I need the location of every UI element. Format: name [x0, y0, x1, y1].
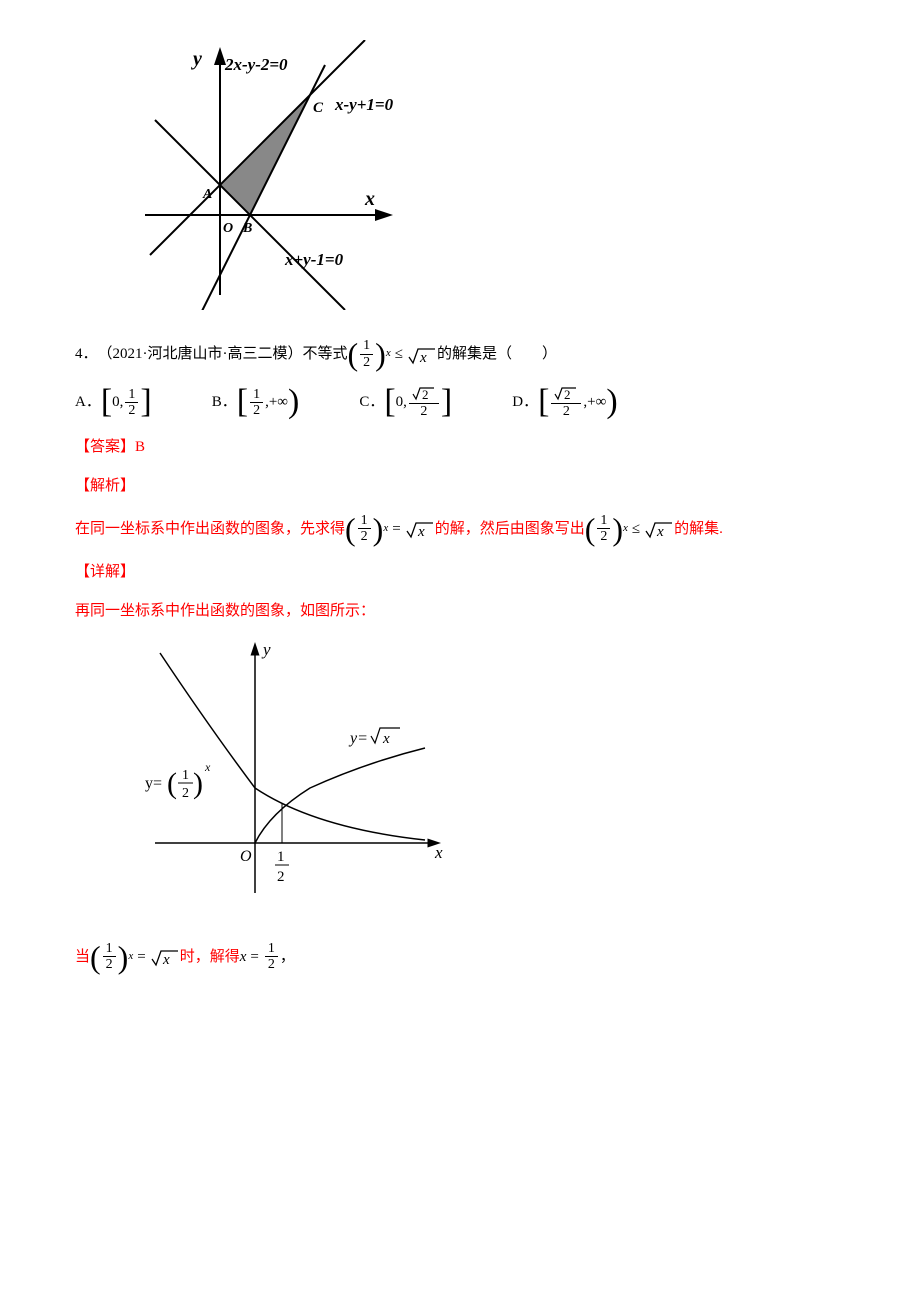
d2-O: O: [240, 848, 252, 865]
option-D: D． [ 22 ,+∞ ): [512, 385, 617, 420]
question-lhs: ( 12 ) x: [348, 338, 391, 370]
diagram-2-svg: 1 2 O y x y= ( 1 2 ) x y= x: [115, 633, 455, 913]
svg-text:2: 2: [182, 786, 189, 801]
svg-text:2: 2: [277, 869, 285, 885]
svg-text:(: (: [167, 767, 177, 800]
svg-text:1: 1: [182, 768, 189, 783]
svg-text:): ): [193, 767, 203, 800]
diagram-2-container: 1 2 O y x y= ( 1 2 ) x y= x: [115, 633, 845, 921]
svg-text:y=: y=: [348, 730, 368, 747]
d1-A: A: [202, 187, 212, 202]
question-source: （2021·河北唐山市·高三二模）不等式: [98, 342, 348, 366]
svg-text:x: x: [419, 350, 427, 366]
question-line: 4． （2021·河北唐山市·高三二模）不等式 ( 12 ) x ≤ x 的解集…: [75, 338, 845, 370]
answer-label: 【答案】: [75, 439, 135, 455]
answer-value: B: [135, 439, 145, 455]
detail-label: 【详解】: [75, 560, 845, 584]
diagram-1-svg: y x 2x-y-2=0 x-y+1=0 x+y-1=0 A B C O: [125, 40, 405, 310]
svg-text:x: x: [204, 760, 211, 774]
d2-x-label: x: [434, 843, 443, 862]
svg-text:1: 1: [277, 849, 285, 865]
svg-text:x: x: [417, 524, 425, 540]
d1-eq1: 2x-y-2=0: [224, 55, 288, 74]
d1-O: O: [223, 221, 233, 236]
question-number: 4．: [75, 342, 98, 366]
question-op: ≤: [395, 342, 403, 366]
d1-eq3: x+y-1=0: [284, 250, 344, 269]
analysis-content: 在同一坐标系中作出函数的图象，先求得 ( 12 ) x = x 的解，然后由图象…: [75, 513, 845, 545]
d1-B: B: [242, 221, 252, 236]
detail-line: 再同一坐标系中作出函数的图象，如图所示：: [75, 599, 845, 623]
options-line: A． [ 0, 12 ] B． [ 12 ,+∞ ) C． [ 0, 22 ] …: [75, 385, 845, 420]
svg-text:x: x: [162, 952, 170, 968]
d2-y-label: y: [261, 640, 271, 659]
svg-text:2: 2: [422, 387, 429, 401]
option-C: C． [ 0, 22 ]: [359, 385, 452, 420]
option-B: B． [ 12 ,+∞ ): [212, 387, 300, 419]
question-tail: 的解集是（ ）: [437, 342, 557, 366]
d1-eq2: x-y+1=0: [334, 95, 394, 114]
final-line: 当 ( 12 ) x = x 时，解得 x = 12 ，: [75, 941, 845, 973]
svg-text:2: 2: [564, 387, 571, 401]
answer-block: 【答案】B: [75, 435, 845, 459]
diagram-1-container: y x 2x-y-2=0 x-y+1=0 x+y-1=0 A B C O: [125, 40, 845, 318]
d1-y-label: y: [191, 48, 202, 70]
svg-text:x: x: [382, 731, 390, 747]
d2-curve2-label: y= x: [348, 728, 400, 747]
option-A: A． [ 0, 12 ]: [75, 387, 152, 419]
svg-text:y=: y=: [145, 775, 162, 792]
svg-text:x: x: [656, 524, 664, 540]
d2-curve1-label: y= ( 1 2 ) x: [145, 760, 211, 801]
question-rhs: x: [407, 342, 437, 366]
analysis-label: 【解析】: [75, 474, 845, 498]
d1-C: C: [313, 100, 324, 116]
d1-x-label: x: [364, 188, 375, 210]
